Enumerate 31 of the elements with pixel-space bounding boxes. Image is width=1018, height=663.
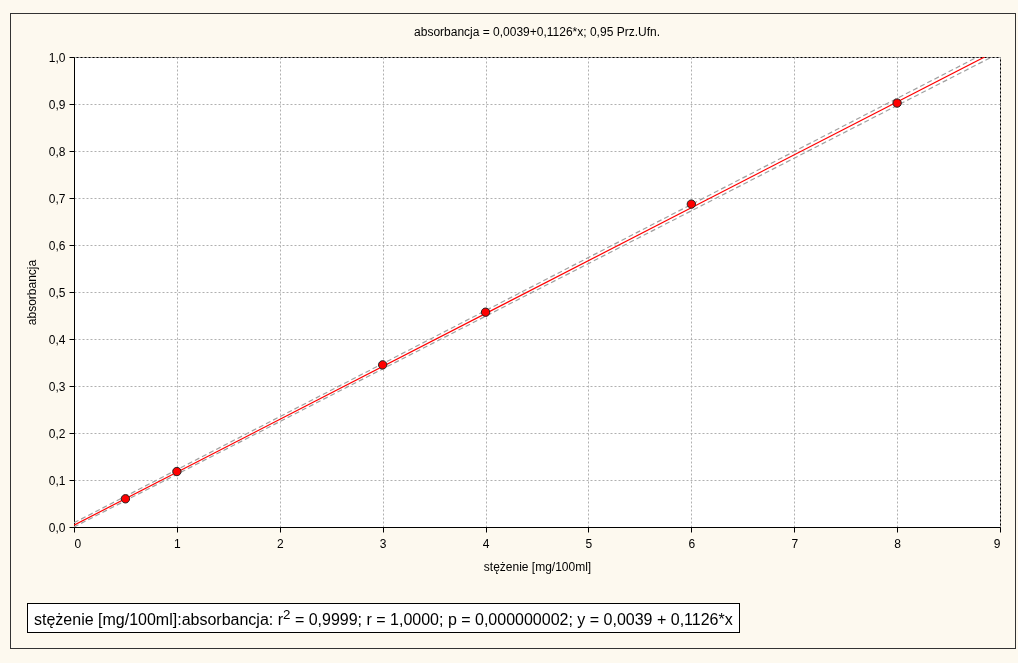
y-tick-label: 0,4 (48, 332, 66, 347)
text: stężenie [mg/100ml]:absorbancja: r$^{2}$ = 0,9999; r = 1,0000; p = 0,000000002; y = 0,0039 + 0,1126*x (27, 603, 740, 634)
x-tick-label: 3 (379, 536, 387, 551)
x-tick-label: 9 (993, 536, 1001, 551)
point (480, 307, 491, 317)
point (120, 494, 131, 504)
y-tick-label: 0,3 (48, 379, 66, 394)
x-tick-label: 2 (276, 536, 284, 551)
y-tick-label: 0,9 (48, 97, 66, 112)
y-tick-label: 0,5 (48, 285, 66, 300)
x-tick-label: 6 (688, 536, 696, 551)
y-tick-label: 0,7 (48, 191, 66, 206)
x-tick-label: 7 (791, 536, 799, 551)
point (377, 360, 388, 370)
x-tick-label: 5 (585, 536, 593, 551)
point (172, 466, 182, 477)
y-tick-label: 0,0 (48, 520, 66, 535)
x-tick-label: 1 (174, 536, 182, 551)
x-tick-label: 0 (74, 536, 82, 551)
y-tick-label: 0,2 (48, 426, 66, 441)
y-tick-label: 0,1 (48, 473, 66, 488)
point (686, 199, 697, 209)
y-axis-title: absorbancja (24, 259, 39, 326)
chart-title: absorbancja = 0,0039+0,1126*x; 0,95 Prz.Ufn. (414, 25, 660, 39)
x-tick-label: 4 (482, 536, 490, 551)
y-tick-label: 0,8 (48, 144, 66, 159)
y-tick-label: 0,6 (48, 238, 66, 253)
x-axis-title: stężenie [mg/100ml] (483, 559, 592, 574)
x-tick-label: 8 (894, 536, 902, 551)
y-tick-label: 1,0 (48, 50, 66, 65)
point (892, 98, 902, 108)
